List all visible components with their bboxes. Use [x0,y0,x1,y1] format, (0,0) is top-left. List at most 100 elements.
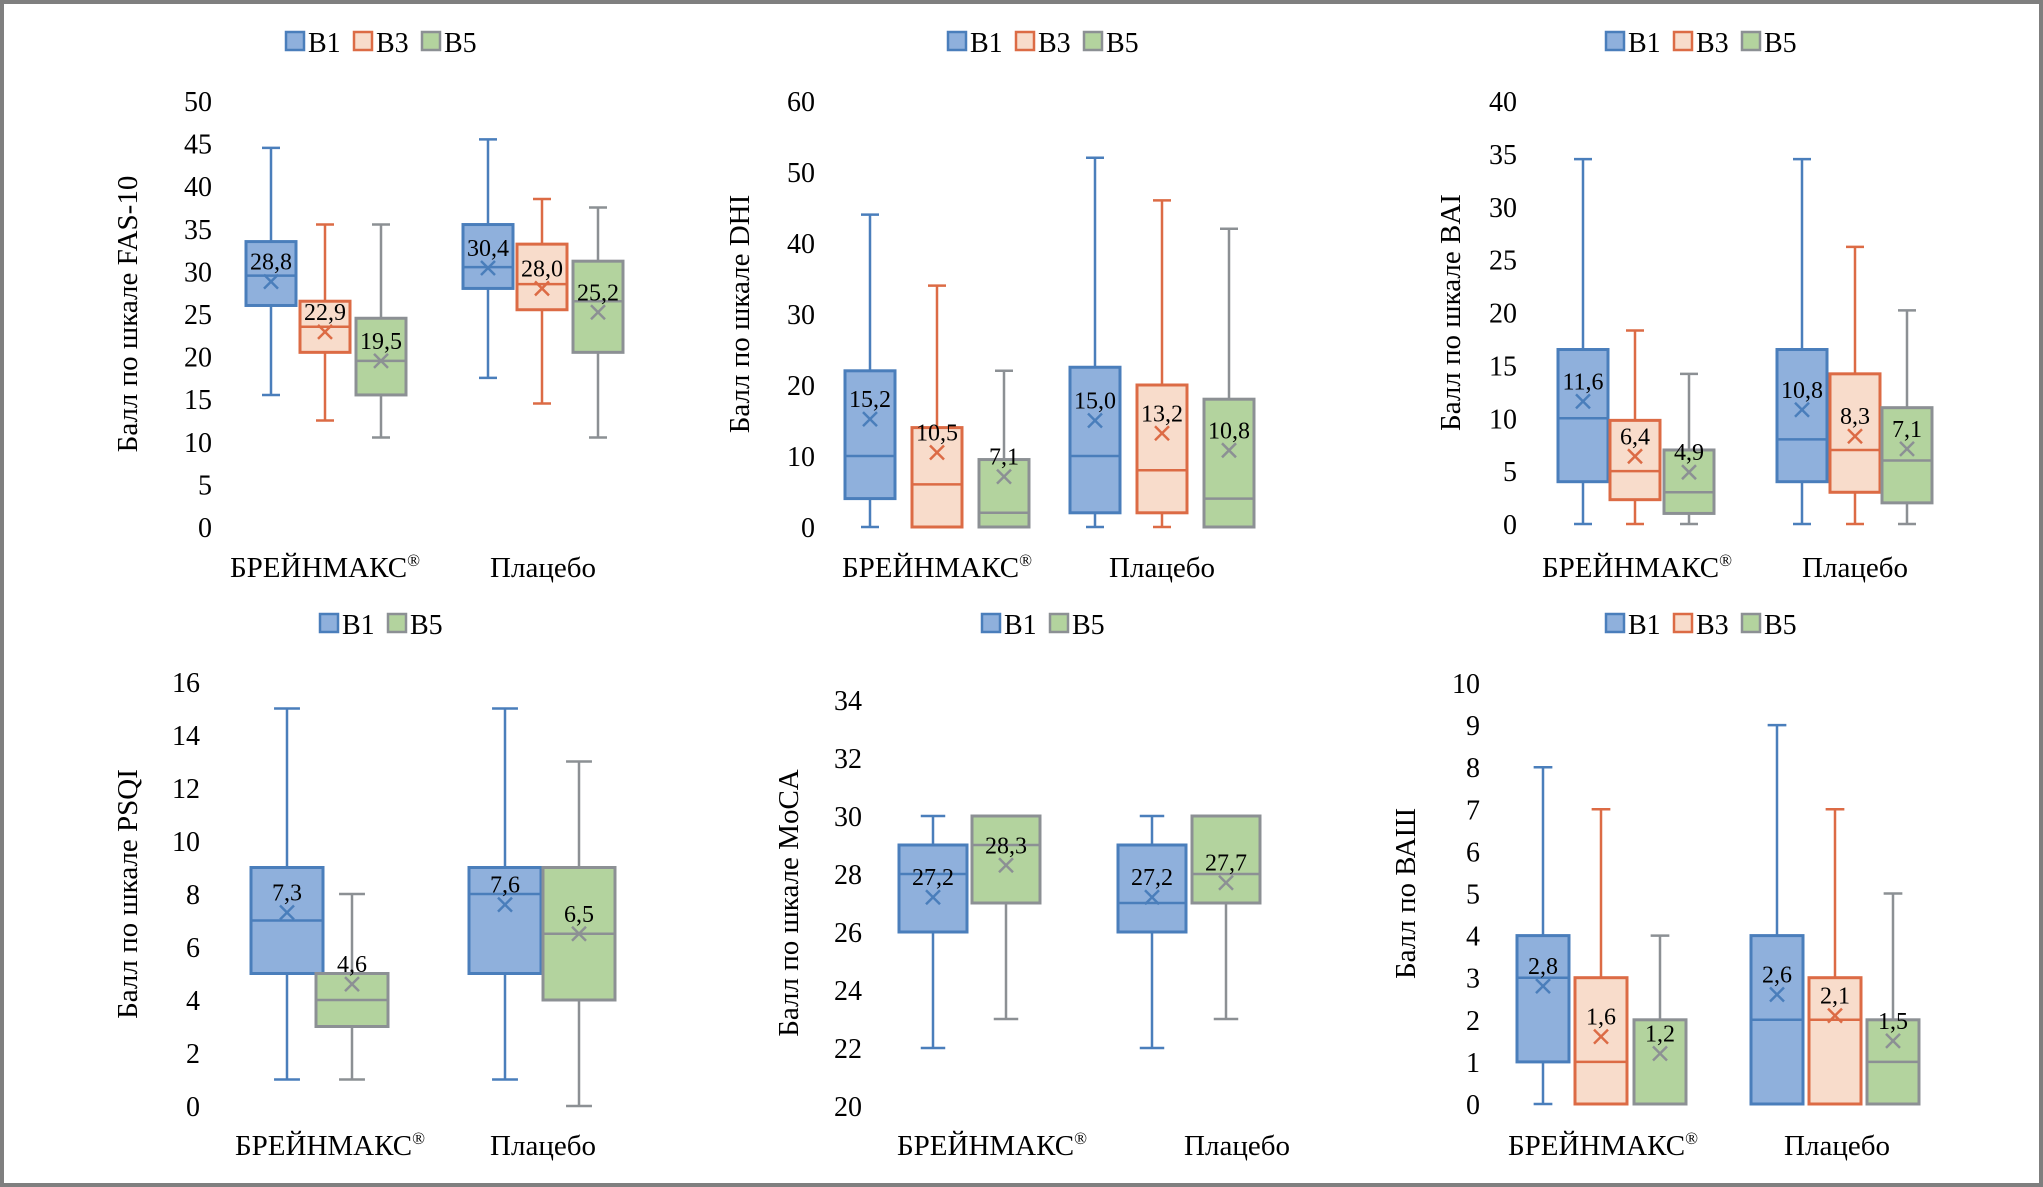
x-category-label: БРЕЙНМАКС® [1508,1129,1698,1162]
y-tick-label: 0 [1466,1090,1480,1121]
legend-label-b1: B1 [308,28,341,59]
iqr-box [1828,372,1882,494]
y-tick-label: 35 [184,215,212,246]
mean-data-label: 2,1 [1820,984,1850,1010]
y-tick-label: 8 [186,880,200,911]
mean-data-label: 13,2 [1141,401,1183,427]
mean-data-label: 10,8 [1781,378,1823,404]
iqr-box [1775,348,1829,484]
box-b3: 28,0 [515,197,569,405]
legend-swatch-b3 [1672,612,1694,634]
box-b3: 1,6 [1573,808,1629,1106]
y-tick-label: 20 [184,343,212,374]
box-b5: 4,9 [1662,372,1716,526]
iqr-box [515,242,569,312]
y-axis-title: Балл по шкале DHI [724,195,756,434]
iqr-box [1135,383,1189,515]
y-tick-label: 40 [787,229,815,260]
mean-data-label: 1,2 [1645,1021,1675,1047]
legend-label-b1: B1 [1004,610,1037,641]
box-b5: 27,7 [1190,814,1262,1021]
y-axis-title: Балл по шкале FAS-10 [112,176,144,453]
y-tick-label: 4 [1466,922,1480,953]
mean-data-label: 27,7 [1205,851,1247,877]
box-b5: 7,1 [1880,309,1934,526]
y-tick-label: 2 [186,1039,200,1070]
y-tick-label: 6 [1466,837,1480,868]
y-axis-title: Балл по шкале MoCA [773,769,805,1037]
mean-marker [929,444,945,461]
y-tick-label: 10 [787,442,815,473]
legend-label-b1: B1 [1628,610,1661,641]
legend-label-b5: B5 [1106,28,1139,59]
iqr-box [1068,365,1122,515]
y-tick-label: 0 [1503,510,1517,541]
mean-data-label: 6,4 [1620,424,1650,450]
legend-swatch-b5 [386,612,408,634]
iqr-box [1202,397,1256,529]
box-b1: 10,8 [1775,157,1829,526]
y-tick-label: 15 [1489,351,1517,382]
y-tick-label: 12 [172,774,200,805]
y-tick-label: 20 [787,371,815,402]
iqr-box [1807,976,1863,1106]
legend-swatch-b5 [1048,612,1070,634]
iqr-box [1880,406,1934,505]
y-tick-label: 16 [172,668,200,699]
legend-swatch-b1 [318,612,340,634]
mean-data-label: 1,6 [1586,1005,1616,1031]
mean-data-label: 7,3 [272,881,302,907]
mean-marker [1535,978,1551,995]
box-b5: 1,2 [1632,934,1688,1106]
mean-data-label: 15,0 [1074,389,1116,415]
y-tick-label: 35 [1489,140,1517,171]
box-b3: 2,1 [1807,808,1863,1106]
legend-swatch-b3 [1672,30,1694,52]
legend-label-b1: B1 [970,28,1003,59]
mean-marker [1827,1007,1843,1024]
box-b5: 1,5 [1865,892,1921,1106]
y-tick-label: 32 [834,744,862,775]
mean-marker [279,904,295,921]
box-b5: 7,1 [977,369,1031,529]
iqr-box [571,259,625,354]
chart-panel-3: 0 5 10 15 20 25 30 35 40 Балл по шкале BAI БРЕЙНМА… [1435,28,1934,584]
x-category-label: БРЕЙНМАКС® [230,551,420,584]
y-tick-label: 5 [198,470,212,501]
mean-marker [1087,412,1103,429]
iqr-box [244,240,298,307]
mean-marker [263,273,279,290]
legend-label-b3: B3 [1038,28,1071,59]
iqr-box [1573,976,1629,1106]
legend-label-b3: B3 [1696,28,1729,59]
mean-marker [1681,464,1697,481]
y-tick-label: 60 [787,87,815,118]
legend-swatch-b3 [1014,30,1036,52]
x-category-label: Плацебо [1784,1130,1890,1162]
legend-label-b3: B3 [1696,610,1729,641]
y-tick-label: 34 [834,686,862,717]
y-tick-label: 0 [801,513,815,544]
mean-data-label: 11,6 [1562,369,1603,395]
box-b5: 10,8 [1202,227,1256,529]
mean-data-label: 2,8 [1528,954,1558,980]
y-axis-title: Балл по шкале PSQI [112,769,144,1019]
legend-label-b5: B5 [1764,28,1797,59]
x-category-label: БРЕЙНМАКС® [842,551,1032,584]
box-b3: 10,5 [910,284,964,529]
legend-swatch-b3 [352,30,374,52]
y-tick-label: 0 [198,513,212,544]
legend-label-b1: B1 [1628,28,1661,59]
box-b1: 7,3 [249,707,325,1081]
y-tick-label: 20 [834,1092,862,1123]
legend: B1 B3 B5 [946,28,1139,59]
legend-swatch-b5 [1740,612,1762,634]
mean-marker [1847,428,1863,445]
legend: B1 B5 [318,610,443,641]
mean-marker [1885,1032,1901,1049]
mean-marker [497,896,513,913]
mean-marker [1221,442,1237,459]
mean-marker [373,352,389,369]
legend: B1 B3 B5 [1604,610,1797,641]
